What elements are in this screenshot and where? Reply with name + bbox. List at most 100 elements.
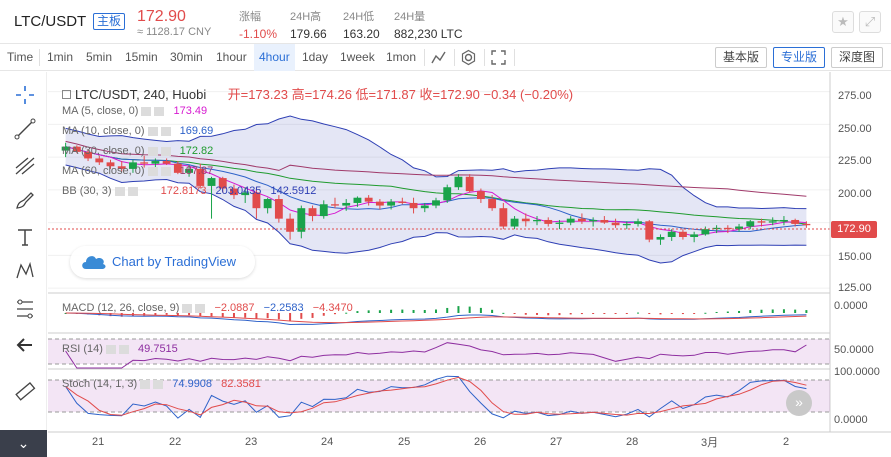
macd-bar (502, 312, 505, 314)
scroll-to-latest-icon[interactable]: » (786, 390, 812, 416)
macd-bar (277, 313, 280, 320)
macd-bar (333, 313, 336, 315)
brush-icon[interactable] (14, 190, 36, 212)
macd-bar (300, 313, 303, 319)
fullscreen-chart-icon[interactable] (490, 49, 507, 66)
board-badge: 主板 (93, 13, 126, 30)
interval-1week[interactable]: 1week (340, 50, 375, 64)
candle (701, 229, 710, 235)
trend-line-icon[interactable] (14, 118, 36, 140)
crosshair-icon[interactable] (14, 84, 36, 106)
macd-bar (423, 309, 426, 313)
date-tick: 3月 (701, 437, 719, 449)
legend-ma60[interactable]: MA (60, close, 0) 187.87 (62, 165, 214, 177)
candle (398, 201, 407, 203)
scroll-down-icon[interactable]: ⌄ (0, 430, 47, 457)
legend-bb[interactable]: BB (30, 3) 172.8173 203.0435 142.5912 (62, 185, 317, 197)
candle (577, 218, 586, 222)
candle (140, 162, 149, 164)
candle (499, 208, 508, 227)
interval-15min[interactable]: 15min (125, 50, 158, 64)
collapse-arrow-icon[interactable] (14, 334, 36, 356)
macd-bar (558, 313, 561, 316)
candle (263, 199, 272, 209)
macd-bar (199, 313, 202, 317)
price-tick: 250.00 (838, 123, 872, 135)
pitchfork-icon[interactable] (14, 154, 36, 176)
macd-bar (188, 313, 191, 316)
candle (218, 178, 227, 189)
rsi-line (65, 342, 807, 369)
legend-ma10[interactable]: MA (10, close, 0) 169.69 (62, 125, 214, 137)
candle (768, 221, 777, 223)
macd-bar (580, 313, 583, 315)
date-tick: 27 (550, 436, 563, 448)
macd-bar (524, 313, 527, 315)
candle (353, 197, 362, 203)
fib-retracement-icon[interactable] (14, 298, 36, 320)
time-label: Time (7, 50, 34, 64)
macd-bar (625, 313, 628, 314)
rsi-band (48, 339, 830, 364)
interval-5min[interactable]: 5min (86, 50, 113, 64)
macd-bar (715, 311, 718, 313)
macd-bar (457, 306, 460, 313)
macd-bar (165, 313, 168, 315)
macd-bar (378, 310, 381, 313)
ma60-line (65, 140, 807, 197)
candle (308, 208, 317, 217)
macd-bar (491, 309, 494, 313)
candle (723, 227, 732, 230)
favorite-star-icon[interactable]: ★ (832, 11, 854, 33)
market-header: LTC/USDT 主板 172.90 ≈ 1128.17 CNY 涨幅 -1.1… (0, 0, 891, 44)
interval-1day[interactable]: 1day (302, 50, 329, 64)
candle (476, 191, 485, 200)
indicators-icon[interactable] (430, 49, 447, 66)
candle (432, 200, 440, 206)
pair-name[interactable]: LTC/USDT (14, 13, 87, 30)
candle (117, 166, 126, 169)
macd-bar (367, 310, 370, 313)
ruler-icon[interactable] (14, 380, 36, 402)
settings-gear-icon[interactable] (460, 49, 477, 66)
macd-bar (412, 309, 415, 313)
interval-1mon[interactable]: 1mon (386, 50, 417, 64)
depth-chart-button[interactable]: 深度图 (831, 47, 884, 68)
macd-bar (221, 313, 224, 317)
interval-1hour[interactable]: 1hour (216, 50, 247, 64)
legend-ma5[interactable]: MA (5, close, 0) 173.49 (62, 105, 208, 117)
macd-bar (479, 307, 482, 313)
fullscreen-icon[interactable]: ⤢ (859, 11, 881, 33)
candle (488, 199, 497, 209)
tradingview-watermark[interactable]: Chart by TradingView (70, 246, 255, 278)
legend-stoch[interactable]: Stoch (14, 1, 3) 74.9908 82.3581 (62, 378, 261, 390)
candle (690, 234, 699, 237)
legend-ma30[interactable]: MA (30, close, 0) 172.82 (62, 145, 214, 157)
candle (173, 163, 182, 173)
stat-high: 24H高 179.66 (290, 11, 327, 41)
candle (611, 222, 620, 226)
price-tick: 225.00 (838, 155, 872, 167)
candle (297, 208, 306, 232)
candle (634, 221, 642, 224)
candle (129, 162, 137, 169)
macd-bar (704, 312, 707, 314)
interval-1min[interactable]: 1min (47, 50, 74, 64)
macd-bar (513, 313, 516, 314)
pattern-icon[interactable] (14, 260, 36, 282)
stoch-tick: 0.0000 (834, 414, 868, 426)
text-tool-icon[interactable] (14, 226, 36, 248)
macd-bar (794, 309, 797, 313)
interval-4hour[interactable]: 4hour (254, 44, 295, 71)
interval-30min[interactable]: 30min (170, 50, 203, 64)
candle (544, 219, 553, 224)
version-basic-button[interactable]: 基本版 (715, 47, 768, 68)
version-pro-button[interactable]: 专业版 (773, 47, 826, 68)
candle (319, 204, 328, 217)
legend-rsi[interactable]: RSI (14) 49.7515 (62, 343, 178, 355)
bb-fill (65, 116, 807, 263)
collapse-legend-icon[interactable] (62, 90, 71, 99)
date-tick: 25 (398, 436, 411, 448)
legend-macd[interactable]: MACD (12, 26, close, 9) −2.0887 −2.2583 … (62, 302, 353, 314)
bb-lower-line (65, 164, 807, 264)
